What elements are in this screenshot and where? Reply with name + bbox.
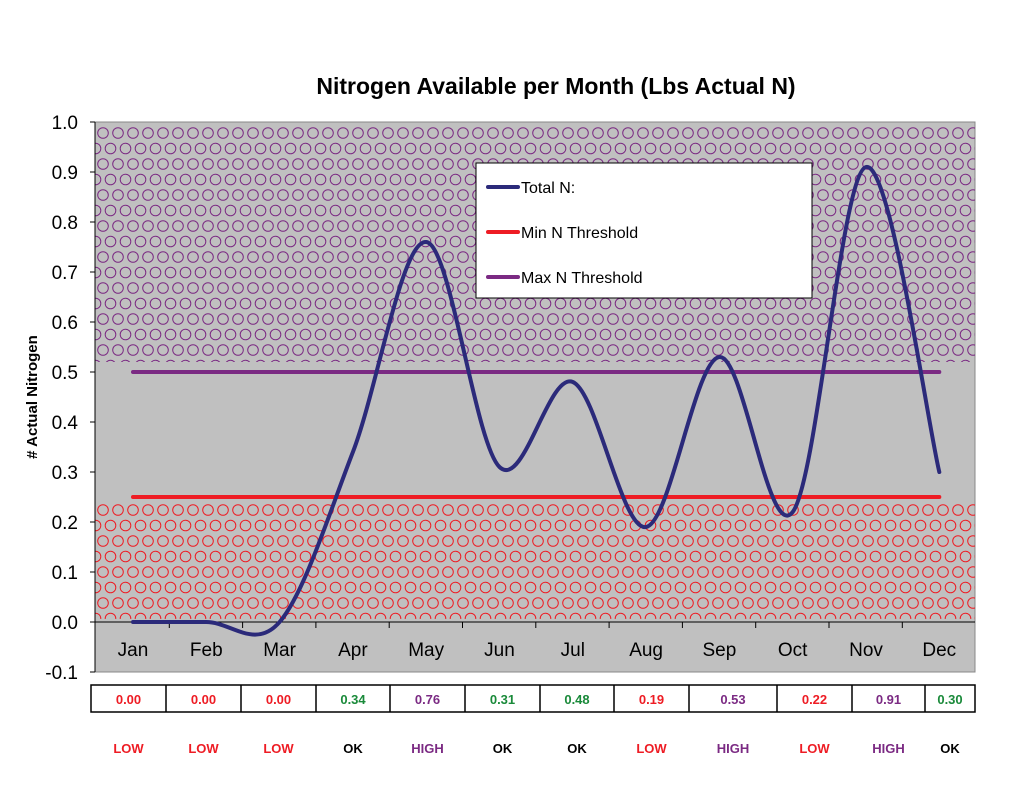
table-value-cell: 0.22 bbox=[802, 692, 827, 707]
status-label: OK bbox=[567, 741, 587, 756]
status-label: OK bbox=[940, 741, 960, 756]
status-label: LOW bbox=[113, 741, 144, 756]
y-tick-label: 0.0 bbox=[52, 613, 78, 634]
table-value-cell: 0.19 bbox=[639, 692, 664, 707]
status-label: HIGH bbox=[411, 741, 444, 756]
chart-title: Nitrogen Available per Month (Lbs Actual… bbox=[316, 73, 795, 99]
table-value-cell: 0.53 bbox=[720, 692, 745, 707]
y-tick-label: 0.4 bbox=[52, 413, 79, 434]
status-label: LOW bbox=[799, 741, 830, 756]
y-axis-label: # Actual Nitrogen bbox=[24, 335, 41, 459]
table-value-cell: 0.48 bbox=[564, 692, 589, 707]
status-label: LOW bbox=[263, 741, 294, 756]
table-value-cell: 0.30 bbox=[937, 692, 962, 707]
status-label: OK bbox=[343, 741, 363, 756]
legend-label: Max N Threshold bbox=[521, 270, 643, 287]
x-tick-label: Aug bbox=[629, 640, 663, 661]
y-tick-label: 0.2 bbox=[52, 513, 78, 534]
x-tick-label: Jan bbox=[118, 640, 149, 661]
x-tick-label: Nov bbox=[849, 640, 883, 661]
table-value-cell: 0.34 bbox=[340, 692, 366, 707]
table-value-cell: 0.76 bbox=[415, 692, 440, 707]
x-tick-label: May bbox=[408, 640, 444, 661]
x-tick-label: Sep bbox=[702, 640, 736, 661]
legend-label: Min N Threshold bbox=[521, 225, 638, 242]
status-label: LOW bbox=[188, 741, 219, 756]
table-value-cell: 0.91 bbox=[876, 692, 901, 707]
legend: Total N: Min N Threshold Max N Threshold bbox=[475, 162, 813, 299]
y-tick-label: 0.5 bbox=[52, 363, 78, 384]
table-value-cell: 0.00 bbox=[191, 692, 216, 707]
x-tick-label: Jun bbox=[484, 640, 515, 661]
x-tick-label: Feb bbox=[190, 640, 223, 661]
table-value-cell: 0.00 bbox=[266, 692, 291, 707]
status-label: HIGH bbox=[872, 741, 905, 756]
value-table bbox=[90, 684, 976, 713]
y-tick-label: 0.9 bbox=[52, 163, 78, 184]
x-tick-label: Mar bbox=[263, 640, 296, 661]
y-tick-label: 0.7 bbox=[52, 263, 78, 284]
y-tick-label: 0.6 bbox=[52, 313, 78, 334]
series-line-total-n bbox=[131, 165, 942, 637]
min-band-pattern bbox=[95, 503, 975, 619]
x-tick-label: Apr bbox=[338, 640, 368, 661]
legend-label: Total N: bbox=[521, 180, 575, 197]
status-label: OK bbox=[493, 741, 513, 756]
x-tick-label: Dec bbox=[922, 640, 956, 661]
y-tick-label: 0.3 bbox=[52, 463, 78, 484]
y-tick-label: -0.1 bbox=[45, 663, 78, 684]
status-label: HIGH bbox=[717, 741, 750, 756]
y-tick-label: 0.1 bbox=[52, 563, 78, 584]
y-tick-label: 0.8 bbox=[52, 213, 78, 234]
x-tick-label: Oct bbox=[778, 640, 808, 661]
y-tick-label: 1.0 bbox=[52, 113, 78, 134]
x-tick-label: Jul bbox=[561, 640, 585, 661]
status-label: LOW bbox=[636, 741, 667, 756]
table-value-cell: 0.00 bbox=[116, 692, 141, 707]
table-value-cell: 0.31 bbox=[490, 692, 515, 707]
